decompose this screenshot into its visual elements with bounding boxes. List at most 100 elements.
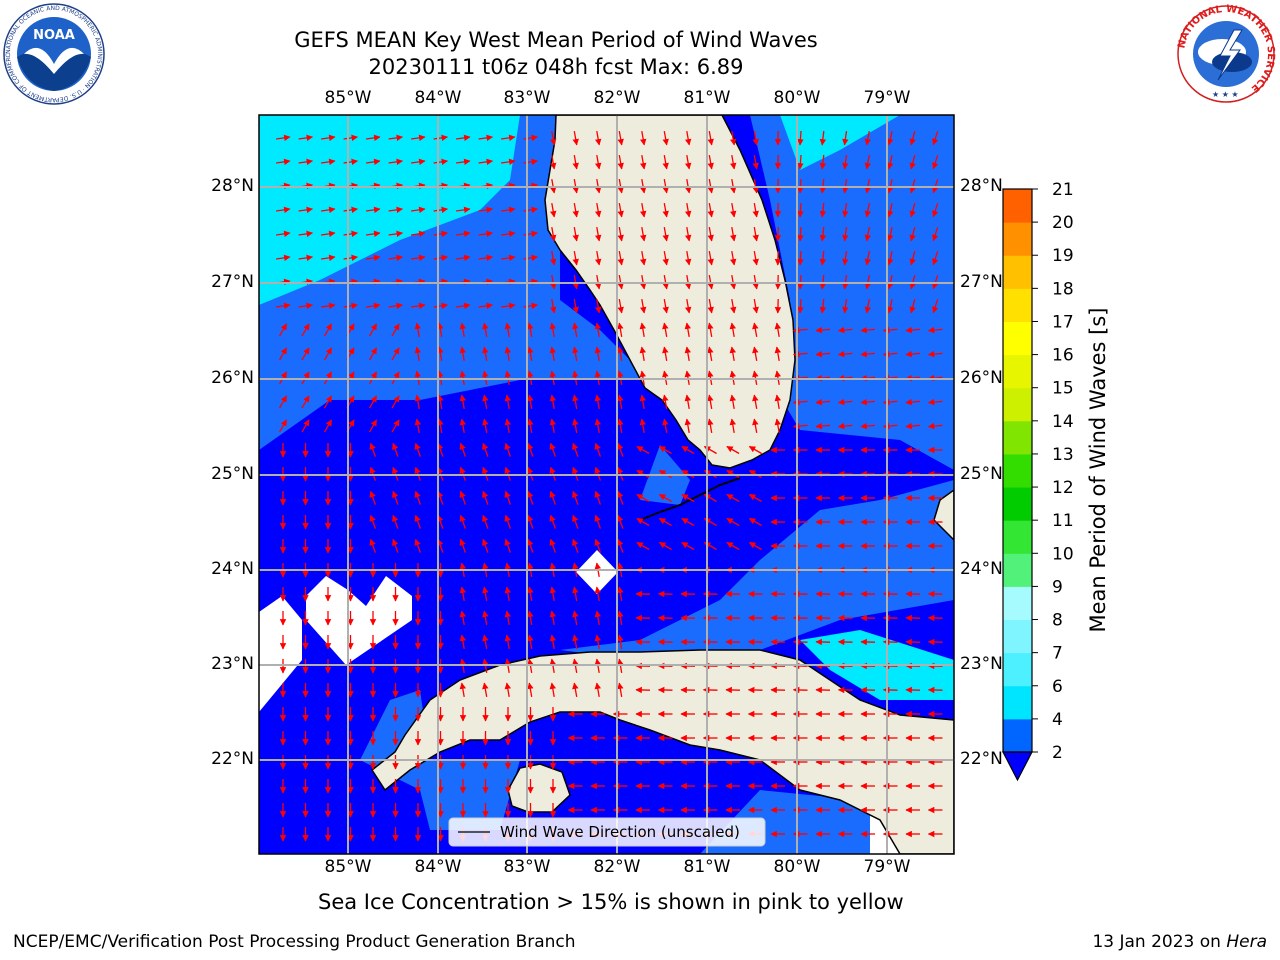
wave-direction-arrow [819,226,827,242]
wave-direction-arrow [752,322,759,338]
wave-direction-arrow [433,158,449,166]
wave-direction-arrow [549,490,557,505]
wave-direction-arrow [752,418,759,434]
wave-direction-arrow [392,490,399,505]
wave-direction-arrow [504,634,512,650]
colorbar-tick-label: 21 [1052,180,1074,200]
wave-direction-arrow [887,155,894,170]
colorbar-segment [1003,387,1032,422]
wave-direction-arrow [594,442,602,457]
colorbar-tick-label: 20 [1052,213,1074,233]
wave-direction-arrow [636,517,650,527]
wave-direction-arrow [504,538,512,553]
wave-direction-arrow [864,298,871,314]
wave-direction-arrow [298,302,314,310]
wave-direction-arrow [594,202,602,218]
wave-direction-arrow [662,322,669,338]
wave-direction-arrow [684,154,692,170]
wave-direction-arrow [707,394,714,410]
wave-direction-arrow [298,134,314,142]
wave-direction-arrow [681,541,695,551]
footer-right: 13 Jan 2023 on Hera [1092,932,1267,952]
wave-direction-arrow [707,418,714,434]
wave-direction-arrow [278,347,288,361]
wave-direction-arrow [414,538,422,553]
wave-direction-arrow [456,254,471,262]
wave-direction-arrow [482,418,489,434]
wave-direction-arrow [437,322,444,338]
nodata-patch-1 [259,596,302,712]
wave-direction-arrow [549,226,557,242]
wave-direction-arrow [572,226,579,242]
wave-direction-arrow [927,350,943,358]
light-water-region-ne [780,115,900,170]
wave-direction-arrow [662,418,669,434]
colorbar-tick-label: 19 [1052,246,1074,266]
wave-direction-arrow [594,394,602,410]
lon-label-bottom: 81°W [683,857,731,877]
wave-direction-arrow [617,202,624,218]
wave-direction-arrow [792,398,808,406]
wave-direction-arrow [323,323,333,337]
colorbar-label: Mean Period of Wind Waves [s] [1086,307,1110,633]
map-frame [258,114,955,855]
wave-direction-arrow [482,586,489,602]
wave-direction-arrow [684,298,692,314]
wave-direction-arrow [707,154,714,170]
wave-direction-arrow [527,538,534,553]
wave-direction-arrow [572,634,579,650]
wave-direction-arrow [504,442,512,457]
noaa-logo: NATIONAL OCEANIC AND ATMOSPHERIC ADMINIS… [2,2,105,105]
wave-direction-arrow [572,298,579,314]
wave-direction-arrow [343,206,359,214]
wave-direction-arrow [366,158,381,166]
wave-direction-arrow [527,394,534,410]
lat-label-left: 26°N [211,368,254,388]
wind-wave-legend: Wind Wave Direction (unscaled) [448,817,766,847]
wave-direction-arrow [478,134,494,142]
wave-direction-arrow [572,538,579,553]
wave-direction-arrow [459,442,467,457]
wave-direction-arrow [909,227,916,242]
wave-direction-arrow [549,154,557,170]
wave-direction-arrow [343,254,359,262]
wave-direction-arrow [752,202,759,218]
wave-direction-arrow [905,350,921,358]
wave-direction-arrow [572,418,579,434]
wave-direction-arrow [482,394,489,410]
wave-direction-arrow [837,398,853,406]
wave-direction-arrow [437,418,444,434]
wave-direction-arrow [459,538,467,553]
lon-label-bottom: 83°W [503,857,551,877]
wave-direction-arrow [414,418,422,434]
wave-direction-arrow [932,251,939,266]
lat-label-left: 22°N [211,749,254,769]
wave-direction-arrow [459,634,467,650]
wave-direction-arrow [797,130,804,146]
wave-direction-arrow [368,347,378,361]
wave-direction-arrow [774,322,782,338]
wave-direction-arrow [549,682,557,698]
colorbar-segment [1003,685,1032,720]
wave-direction-arrow [887,251,894,266]
svg-text:★ ★ ★: ★ ★ ★ [1212,90,1239,99]
wave-direction-arrow [748,445,762,455]
legend-label: Wind Wave Direction (unscaled) [500,823,740,841]
wave-direction-arrow [478,230,494,238]
wave-direction-arrow [549,514,557,529]
wave-direction-arrow [617,490,624,505]
wave-direction-arrow [504,490,512,505]
wave-direction-arrow [523,302,539,310]
wave-direction-arrow [729,298,737,314]
wave-direction-arrow [549,202,557,218]
wave-direction-arrow [860,398,876,406]
wave-direction-arrow [323,347,333,361]
wave-direction-arrow [549,130,557,146]
wave-direction-arrow [797,250,804,266]
wave-direction-arrow [594,610,602,626]
wave-direction-arrow [478,206,494,214]
wave-direction-arrow [639,394,647,410]
wave-direction-arrow [366,230,381,238]
wave-direction-arrow [572,682,579,698]
wave-direction-arrow [684,226,692,242]
